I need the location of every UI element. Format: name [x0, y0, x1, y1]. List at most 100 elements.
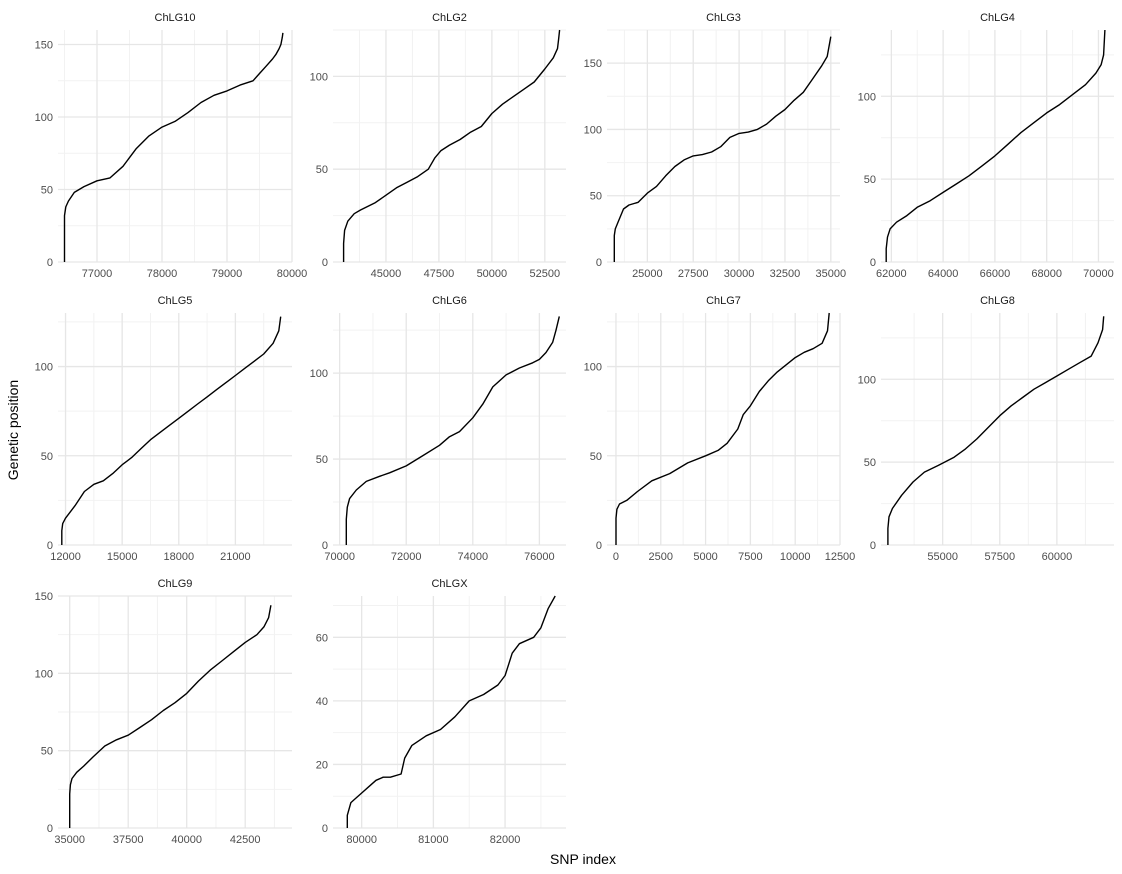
- x-tick-label: 47500: [424, 268, 455, 280]
- y-tick-label: 0: [322, 257, 328, 269]
- x-tick-label: 82000: [490, 834, 521, 846]
- y-tick-label: 50: [590, 191, 602, 203]
- panel-chlg3: 25000 27500 30000 32500 35000 0 50 100 150 ChLG3: [584, 12, 846, 280]
- y-tick-label: 100: [35, 112, 53, 124]
- y-tick-label: 100: [35, 362, 53, 374]
- x-tick-label: 64000: [928, 268, 959, 280]
- x-tick-label: 18000: [163, 551, 194, 563]
- series-line: [69, 605, 272, 828]
- y-tick-label: 150: [35, 40, 53, 52]
- y-tick-label: 150: [35, 591, 53, 603]
- x-tick-label: 79000: [212, 268, 243, 280]
- panel-chlg8: 55000 57500 60000 0 50 100 ChLG8: [858, 295, 1114, 563]
- x-axis-title: SNP index: [550, 851, 616, 867]
- x-tick-label: 27500: [678, 268, 709, 280]
- facet-title: ChLG5: [158, 295, 193, 307]
- facet-title: ChLG3: [706, 12, 741, 24]
- x-tick-label: 10000: [780, 551, 811, 563]
- x-tick-label: 25000: [632, 268, 663, 280]
- facet-title: ChLG9: [158, 578, 193, 590]
- y-tick-label: 40: [316, 696, 328, 708]
- x-tick-label: 35000: [54, 834, 85, 846]
- y-tick-label: 0: [322, 823, 328, 835]
- panel-chlgx: 80000 81000 82000 0 20 40 60 ChLGX: [316, 578, 566, 846]
- series-line: [346, 595, 556, 828]
- x-tick-label: 12500: [825, 551, 856, 563]
- x-tick-label: 70000: [1083, 268, 1114, 280]
- y-tick-label: 50: [864, 457, 876, 469]
- y-tick-label: 50: [41, 746, 53, 758]
- y-tick-label: 50: [590, 451, 602, 463]
- facet-title: ChLG8: [980, 295, 1015, 307]
- y-tick-label: 50: [316, 454, 328, 466]
- panel-chlg10: 77000 78000 79000 80000 0 50 100 150 ChLG10: [35, 12, 308, 280]
- x-tick-label: 80000: [277, 268, 308, 280]
- x-tick-label: 81000: [418, 834, 449, 846]
- x-tick-label: 74000: [458, 551, 489, 563]
- y-axis-title: Genetic position: [5, 380, 21, 480]
- x-tick-label: 7500: [738, 551, 762, 563]
- y-tick-label: 100: [310, 368, 328, 380]
- x-tick-label: 62000: [876, 268, 907, 280]
- x-tick-label: 80000: [346, 834, 377, 846]
- x-tick-label: 78000: [147, 268, 178, 280]
- y-tick-label: 100: [310, 71, 328, 83]
- series-line: [342, 29, 561, 262]
- x-tick-label: 52500: [530, 268, 561, 280]
- y-tick-label: 0: [47, 257, 53, 269]
- facet-title: ChLGX: [431, 578, 468, 590]
- series-line: [615, 312, 830, 545]
- x-tick-label: 30000: [724, 268, 755, 280]
- panel-chlg7: 0 2500 5000 7500 10000 12500 0 50 100 ChLG7: [584, 295, 856, 563]
- x-tick-label: 5000: [693, 551, 717, 563]
- x-tick-label: 55000: [927, 551, 958, 563]
- y-tick-label: 0: [596, 540, 602, 552]
- facet-title: ChLG10: [155, 12, 196, 24]
- panel-chlg9: 35000 37500 40000 42500 0 50 100 150 ChLG9: [35, 578, 292, 846]
- series-line: [63, 32, 284, 262]
- y-tick-label: 50: [864, 174, 876, 186]
- y-tick-label: 50: [41, 451, 53, 463]
- series-line: [887, 316, 1105, 545]
- y-tick-label: 20: [316, 759, 328, 771]
- series-line: [613, 36, 832, 262]
- x-tick-label: 2500: [649, 551, 673, 563]
- x-tick-label: 70000: [324, 551, 355, 563]
- series-line: [885, 29, 1106, 262]
- x-tick-label: 60000: [1042, 551, 1073, 563]
- x-tick-label: 45000: [371, 268, 402, 280]
- x-tick-label: 40000: [171, 834, 202, 846]
- x-tick-label: 76000: [524, 551, 555, 563]
- y-tick-label: 0: [47, 540, 53, 552]
- chart-panels: 77000 78000 79000 80000 0 50 100 150 ChLG10 45000…: [35, 12, 1114, 846]
- y-tick-label: 50: [41, 185, 53, 197]
- series-line: [61, 316, 282, 545]
- facet-title: ChLG6: [432, 295, 467, 307]
- x-tick-label: 35000: [816, 268, 847, 280]
- x-tick-label: 66000: [980, 268, 1011, 280]
- series-line: [345, 316, 560, 545]
- y-tick-label: 0: [47, 823, 53, 835]
- x-tick-label: 57500: [984, 551, 1015, 563]
- y-tick-label: 0: [870, 257, 876, 269]
- x-tick-label: 77000: [82, 268, 113, 280]
- panel-chlg6: 70000 72000 74000 76000 0 50 100 ChLG6: [310, 295, 566, 563]
- x-tick-label: 42500: [230, 834, 261, 846]
- x-tick-label: 21000: [220, 551, 251, 563]
- y-tick-label: 0: [322, 540, 328, 552]
- x-tick-label: 37500: [113, 834, 144, 846]
- facet-title: ChLG4: [980, 12, 1015, 24]
- y-tick-label: 0: [870, 540, 876, 552]
- x-tick-label: 72000: [391, 551, 422, 563]
- y-tick-label: 150: [584, 58, 602, 70]
- x-tick-label: 50000: [477, 268, 508, 280]
- panel-chlg4: 62000 64000 66000 68000 70000 0 50 100 ChLG4: [858, 12, 1114, 280]
- panel-chlg2: 45000 47500 50000 52500 0 50 100 ChLG2: [310, 12, 566, 280]
- facet-title: ChLG7: [706, 295, 741, 307]
- y-tick-label: 100: [584, 362, 602, 374]
- y-tick-label: 50: [316, 164, 328, 176]
- panel-chlg5: 12000 15000 18000 21000 0 50 100 ChLG5: [35, 295, 292, 563]
- facet-title: ChLG2: [432, 12, 467, 24]
- x-tick-label: 15000: [107, 551, 138, 563]
